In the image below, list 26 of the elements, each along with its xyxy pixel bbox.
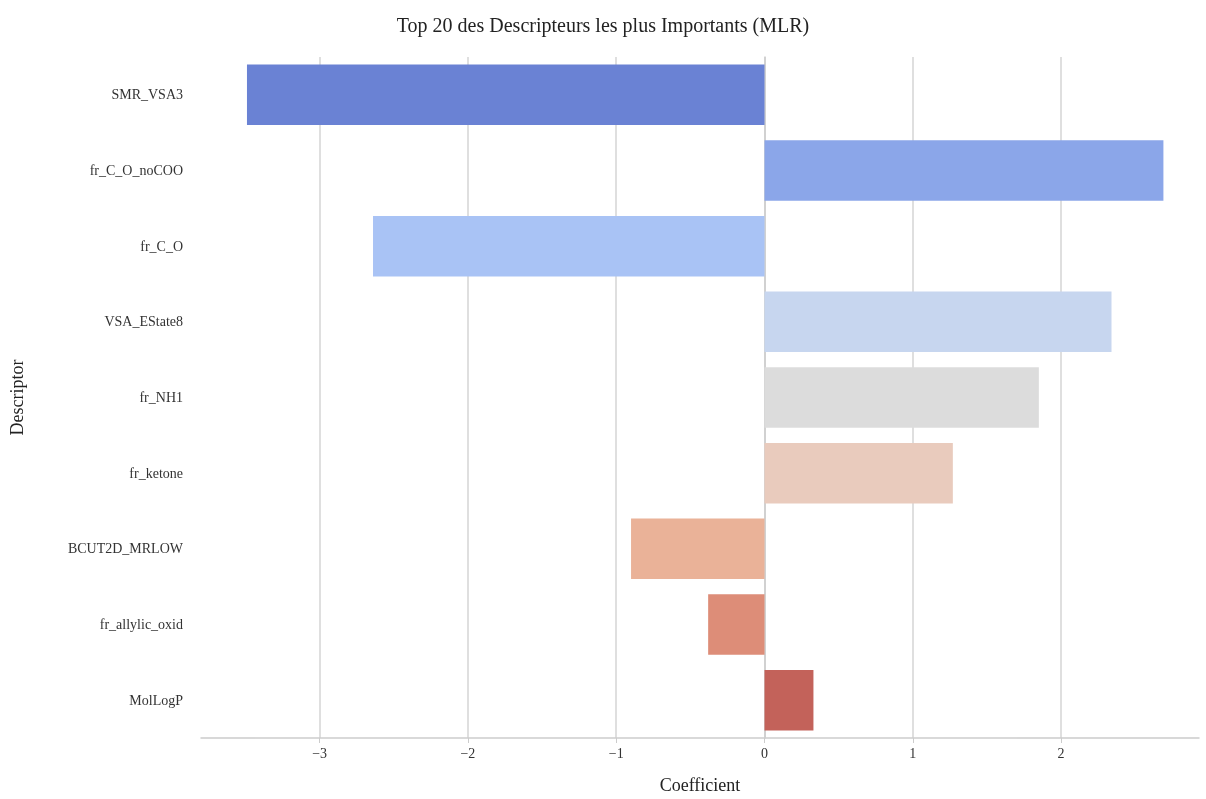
- x-tick-label: 0: [761, 745, 769, 761]
- y-tick-label: BCUT2D_MRLOW: [67, 541, 184, 557]
- y-tick-label: fr_C_O_noCOO: [89, 163, 183, 178]
- y-tick-label: fr_allylic_oxid: [99, 617, 183, 632]
- bar: [764, 442, 953, 504]
- x-tick-label: −3: [312, 745, 328, 761]
- bar: [246, 64, 765, 126]
- x-tick-label: −2: [460, 745, 476, 761]
- x-tick-label: 1: [909, 745, 917, 761]
- y-tick-label: fr_C_O: [140, 238, 183, 254]
- y-tick-label: fr_ketone: [129, 465, 183, 481]
- x-tick-label: 2: [1057, 745, 1065, 761]
- y-tick-label: VSA_EState8: [104, 314, 183, 330]
- y-tick-label: fr_NH1: [139, 390, 183, 405]
- bar: [764, 291, 1112, 353]
- bar: [764, 669, 814, 731]
- y-tick-label: MolLogP: [129, 692, 184, 708]
- chart-title: Top 20 des Descripteurs les plus Importants (MLR): [396, 14, 810, 37]
- y-axis-title: Descriptor: [7, 359, 27, 436]
- x-tick-label: −1: [608, 745, 624, 761]
- y-tick-label: SMR_VSA3: [111, 87, 183, 103]
- bar: [708, 594, 765, 655]
- bar: [373, 215, 765, 277]
- bar: [764, 140, 1164, 201]
- x-axis-title: Coefficient: [659, 775, 741, 795]
- bar: [631, 518, 765, 580]
